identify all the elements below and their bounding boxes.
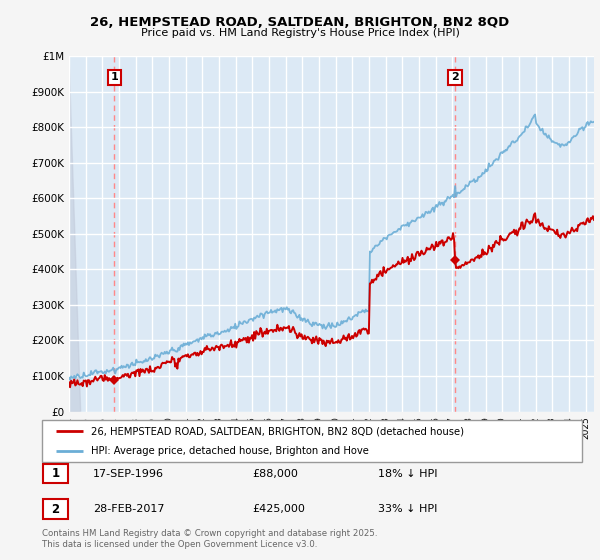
- Text: 2: 2: [451, 72, 459, 82]
- Polygon shape: [69, 56, 80, 412]
- Text: HPI: Average price, detached house, Brighton and Hove: HPI: Average price, detached house, Brig…: [91, 446, 368, 456]
- Text: 33% ↓ HPI: 33% ↓ HPI: [378, 504, 437, 514]
- Text: 17-SEP-1996: 17-SEP-1996: [93, 469, 164, 479]
- Text: 26, HEMPSTEAD ROAD, SALTDEAN, BRIGHTON, BN2 8QD: 26, HEMPSTEAD ROAD, SALTDEAN, BRIGHTON, …: [91, 16, 509, 29]
- Text: £425,000: £425,000: [252, 504, 305, 514]
- Text: Price paid vs. HM Land Registry's House Price Index (HPI): Price paid vs. HM Land Registry's House …: [140, 28, 460, 38]
- Text: 28-FEB-2017: 28-FEB-2017: [93, 504, 164, 514]
- Text: 18% ↓ HPI: 18% ↓ HPI: [378, 469, 437, 479]
- Text: 1: 1: [52, 467, 59, 480]
- Text: Contains HM Land Registry data © Crown copyright and database right 2025.
This d: Contains HM Land Registry data © Crown c…: [42, 529, 377, 549]
- Text: 26, HEMPSTEAD ROAD, SALTDEAN, BRIGHTON, BN2 8QD (detached house): 26, HEMPSTEAD ROAD, SALTDEAN, BRIGHTON, …: [91, 426, 464, 436]
- Text: 2: 2: [52, 502, 59, 516]
- Text: 1: 1: [110, 72, 118, 82]
- Text: £88,000: £88,000: [252, 469, 298, 479]
